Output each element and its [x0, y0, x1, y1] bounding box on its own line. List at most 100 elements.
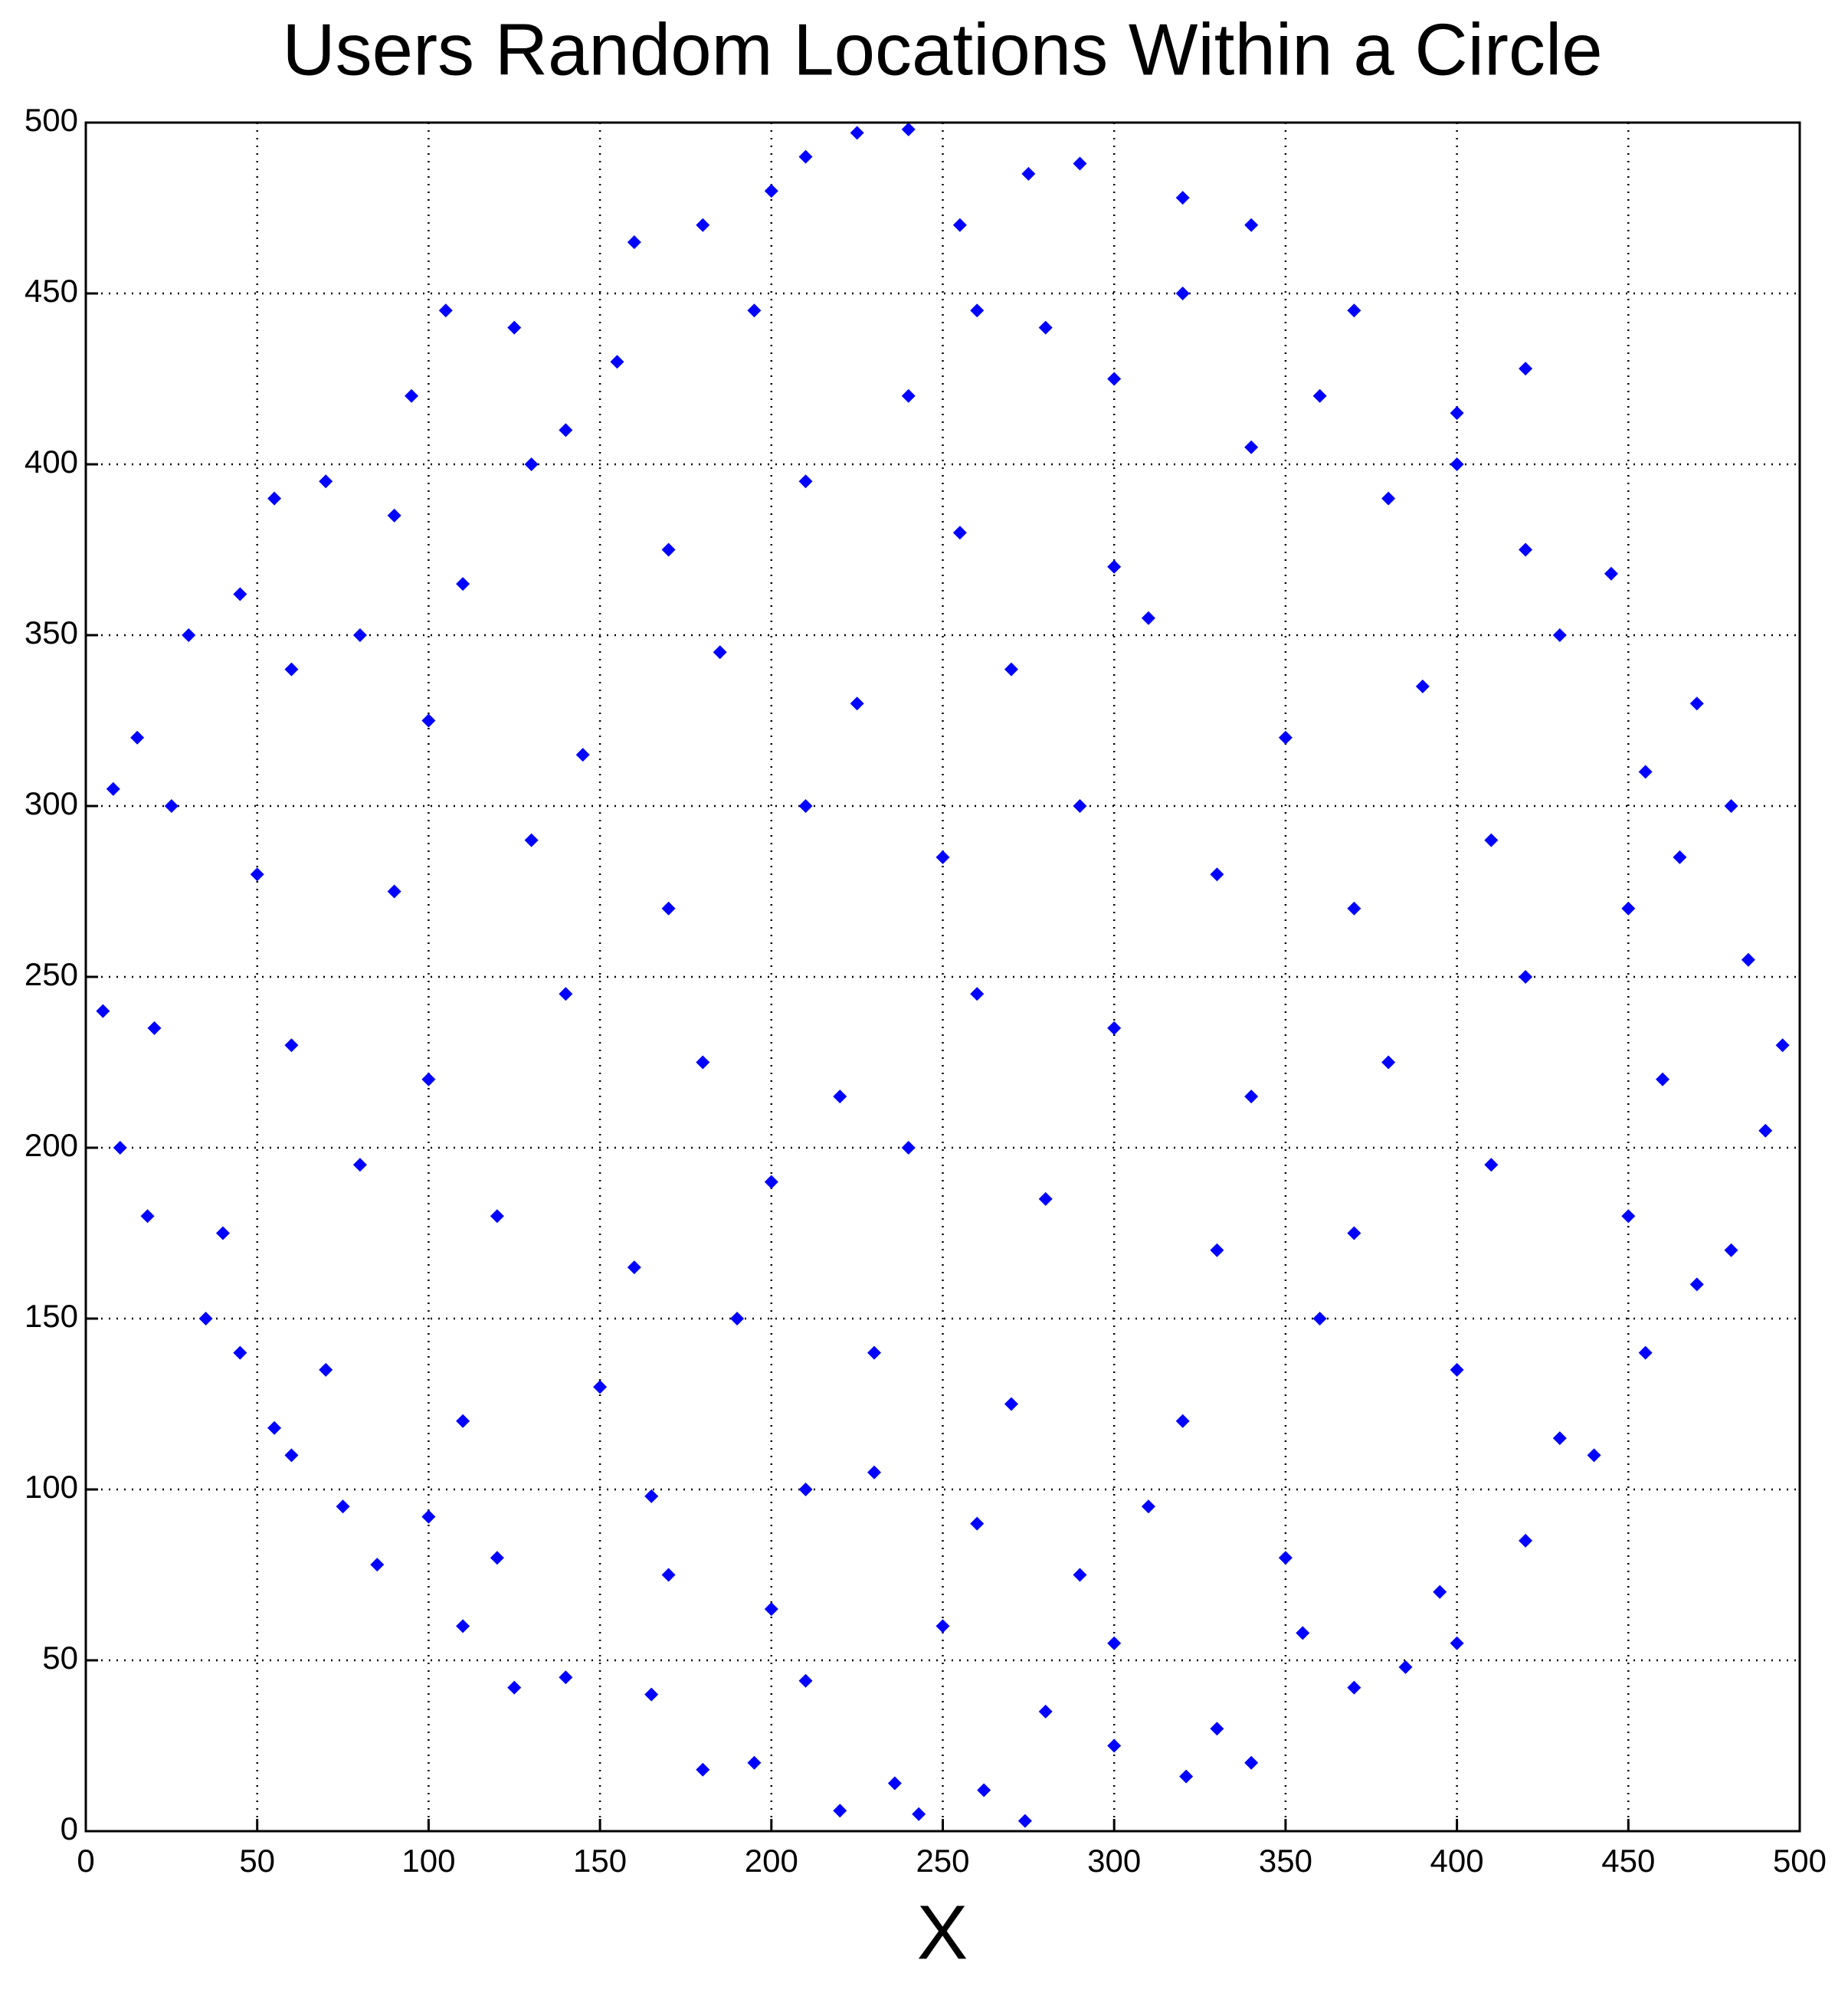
point — [1484, 833, 1499, 847]
point — [1038, 1704, 1053, 1719]
point — [593, 1380, 608, 1394]
point — [1278, 730, 1293, 745]
point — [1741, 952, 1755, 967]
y-tick-label: 300 — [25, 785, 78, 821]
point — [1244, 440, 1259, 454]
point — [901, 1141, 916, 1155]
point — [1312, 1312, 1327, 1325]
point — [901, 388, 916, 403]
point — [421, 1509, 436, 1524]
point — [352, 1158, 367, 1172]
point — [1004, 1397, 1018, 1411]
point — [627, 235, 641, 250]
point — [1484, 1158, 1499, 1172]
point — [644, 1687, 659, 1702]
point — [490, 1209, 504, 1224]
point — [1073, 156, 1087, 171]
point — [1107, 1636, 1122, 1650]
x-tick-label: 250 — [916, 1843, 969, 1879]
point — [970, 1516, 985, 1531]
points — [96, 122, 1790, 1828]
point — [1278, 1551, 1293, 1565]
y-tick-label: 0 — [61, 1810, 78, 1846]
point — [1107, 372, 1122, 386]
point — [1141, 611, 1155, 625]
y-tick-label: 50 — [42, 1640, 78, 1676]
point — [1244, 218, 1259, 232]
point — [1244, 1090, 1259, 1104]
point — [438, 303, 453, 318]
point — [696, 218, 710, 232]
point — [798, 1673, 813, 1688]
point — [952, 526, 967, 540]
y-tick-label: 100 — [25, 1469, 78, 1505]
point — [850, 126, 864, 140]
point — [1621, 901, 1636, 916]
point — [1347, 901, 1361, 916]
point — [1017, 1814, 1032, 1828]
point — [696, 1055, 710, 1070]
point — [798, 799, 813, 813]
point — [1004, 662, 1018, 677]
y-tick-label: 150 — [25, 1298, 78, 1334]
point — [1381, 491, 1396, 506]
point — [1175, 287, 1190, 300]
point — [970, 987, 985, 1001]
point — [140, 1209, 155, 1224]
y-tick-label: 400 — [25, 444, 78, 480]
point — [747, 1755, 762, 1770]
point — [935, 850, 950, 864]
point — [610, 355, 624, 369]
point — [1433, 1584, 1447, 1599]
point — [764, 1175, 778, 1189]
point — [867, 1465, 882, 1479]
point — [1073, 1568, 1087, 1582]
point — [96, 1004, 110, 1018]
x-tick-label: 150 — [573, 1843, 627, 1879]
point — [352, 628, 367, 642]
point — [661, 901, 676, 916]
point — [1450, 457, 1464, 471]
point — [1656, 1072, 1670, 1086]
point — [1179, 1769, 1194, 1784]
point — [627, 1260, 641, 1275]
point — [198, 1312, 213, 1325]
x-tick-label: 500 — [1773, 1843, 1827, 1879]
point — [730, 1312, 745, 1325]
point — [267, 1420, 282, 1435]
point — [1398, 1660, 1413, 1674]
point — [233, 1345, 247, 1360]
point — [1450, 406, 1464, 421]
point — [1638, 765, 1653, 779]
point — [106, 782, 120, 796]
point — [421, 1072, 436, 1086]
point — [490, 1551, 504, 1565]
point — [1519, 542, 1533, 557]
point — [977, 1783, 991, 1797]
point — [867, 1345, 882, 1360]
point — [559, 1670, 573, 1685]
point — [559, 423, 573, 437]
y-tick-label: 250 — [25, 956, 78, 992]
point — [798, 1483, 813, 1496]
point — [1552, 628, 1567, 642]
point — [764, 1602, 778, 1617]
y-tick-label: 200 — [25, 1127, 78, 1163]
point — [524, 833, 539, 847]
point — [250, 867, 264, 882]
point — [1107, 1021, 1122, 1035]
point — [421, 713, 436, 728]
x-tick-label: 350 — [1259, 1843, 1312, 1879]
point — [1210, 867, 1224, 882]
point — [833, 1804, 847, 1818]
point — [1312, 388, 1327, 403]
point — [1107, 1738, 1122, 1753]
point — [1347, 1680, 1361, 1695]
point — [661, 1568, 676, 1582]
point — [1107, 559, 1122, 574]
point — [713, 645, 727, 660]
point — [1689, 1277, 1704, 1292]
point — [284, 1448, 299, 1463]
point — [912, 1807, 926, 1821]
